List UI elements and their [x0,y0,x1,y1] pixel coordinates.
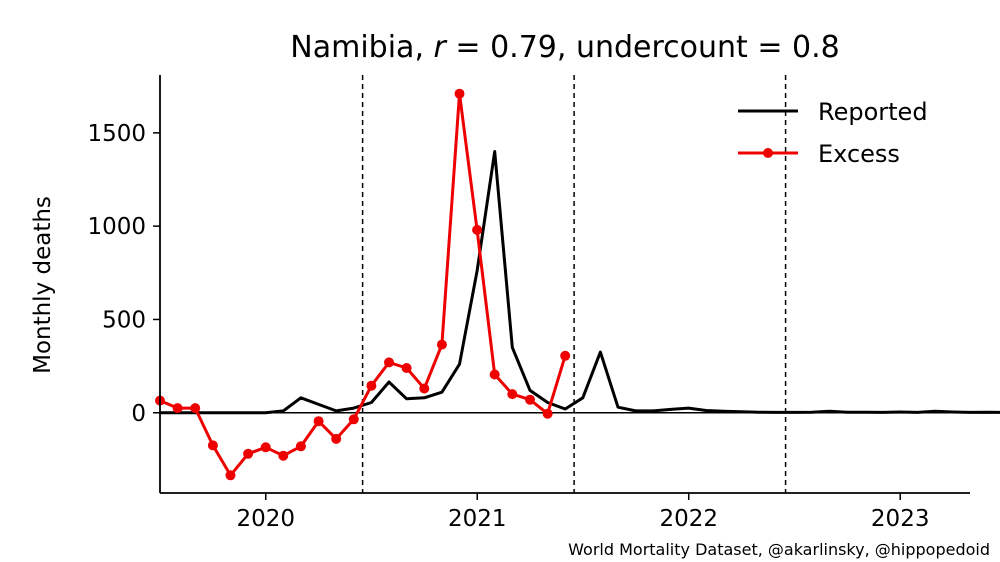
series-excess-point-23 [560,350,571,361]
series-excess-point-5 [243,448,254,459]
y-tick-label-1: 500 [102,307,146,333]
series-reported-line [160,150,1000,415]
series-excess-point-17 [454,88,465,99]
series-excess-point-11 [348,414,359,425]
series-excess-point-2 [190,403,201,414]
series-excess-point-22 [542,408,553,419]
series-excess-point-16 [436,339,447,350]
series-excess-point-1 [172,403,183,414]
plot-area [155,75,1000,493]
legend-reported-label: Reported [818,98,928,126]
y-axis-label: Monthly deaths [30,196,56,374]
series-excess-point-7 [278,450,289,461]
x-tick-label-3: 2023 [871,506,930,532]
series-excess-point-8 [295,441,306,452]
credit-text: World Mortality Dataset, @akarlinsky, @h… [568,540,990,559]
y-tick-label-2: 1000 [87,214,146,240]
y-tick-label-3: 1500 [87,121,146,147]
series-excess-point-3 [207,440,218,451]
legend-excess-marker [763,148,773,158]
series-excess-point-19 [489,369,500,380]
x-tick-label-1: 2021 [448,506,507,532]
series-excess-point-18 [472,224,483,235]
series-excess-point-4 [225,470,236,481]
x-tick-label-2: 2022 [659,506,718,532]
series-excess-point-13 [384,357,394,368]
series-excess-point-20 [507,389,518,400]
series-excess-point-15 [419,383,430,394]
series-excess-point-6 [260,442,271,453]
legend: Reported Excess [738,98,928,168]
series-excess-point-10 [331,433,342,444]
legend-excess-label: Excess [818,140,900,168]
x-tick-label-0: 2020 [236,506,295,532]
axes: 0 500 1000 1500 2020 2021 2022 2023 [87,75,970,532]
series-excess-point-9 [313,416,324,427]
y-tick-label-0: 0 [131,401,146,427]
chart-title: Namibia, r = 0.79, undercount = 0.8 [290,30,839,65]
series-excess-point-12 [366,380,377,391]
series-excess-point-14 [401,363,412,373]
series-excess-point-21 [525,394,535,405]
